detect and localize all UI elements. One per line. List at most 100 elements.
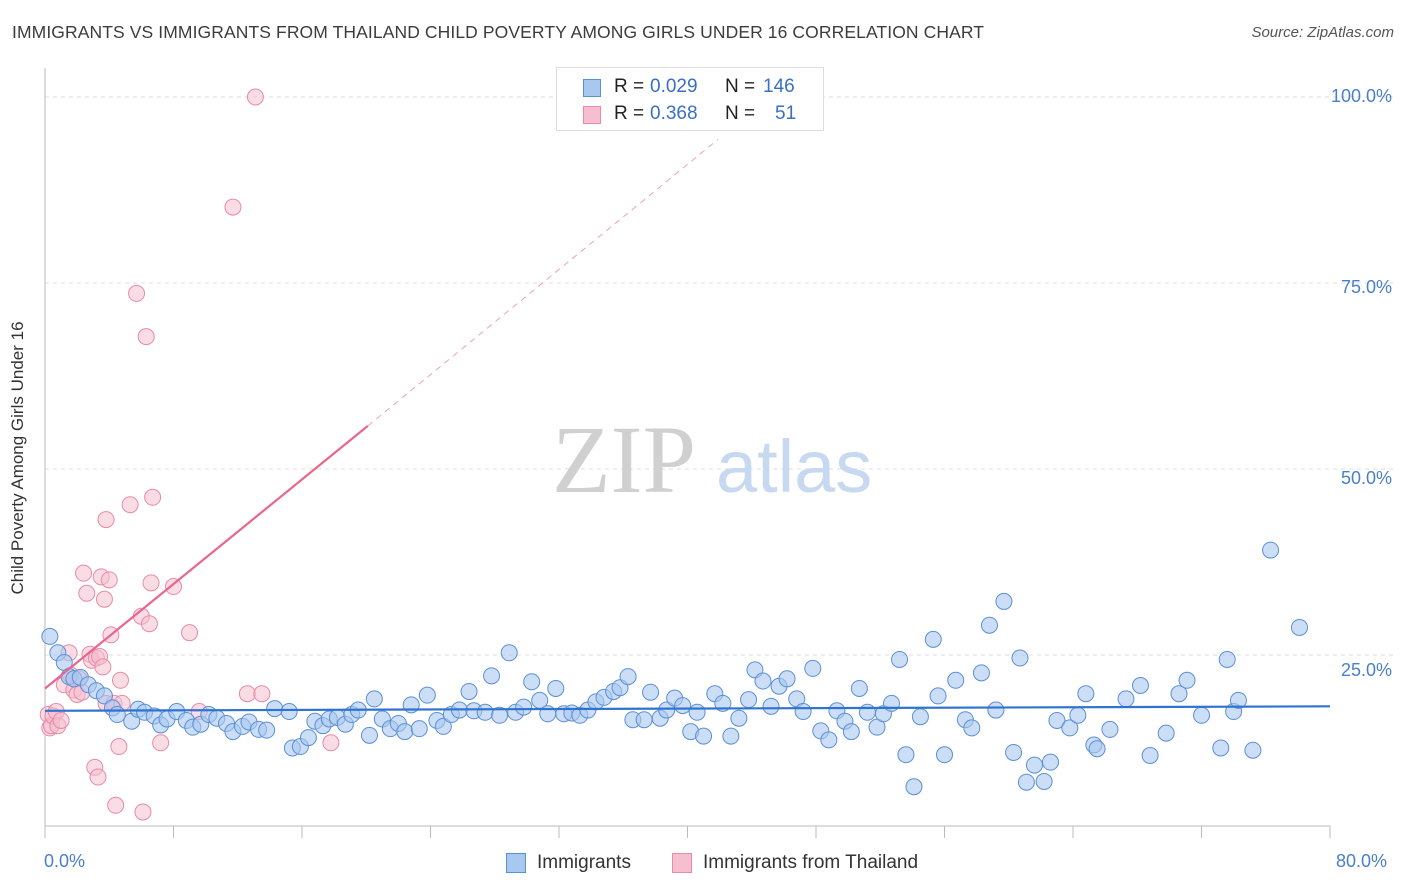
point-thailand <box>78 584 96 602</box>
point-immigrants <box>396 723 414 741</box>
trendline-thailand-extension <box>367 139 719 427</box>
legend-row-thailand: R = 0.368 N = 51 <box>557 101 823 127</box>
point-immigrants <box>418 686 436 704</box>
trendline-thailand <box>44 424 369 690</box>
point-immigrants <box>1229 691 1247 709</box>
point-immigrants <box>658 701 676 719</box>
legend-n-label: N = <box>725 103 756 124</box>
source-credit: Source: ZipAtlas.com <box>1251 24 1394 41</box>
point-immigrants <box>980 616 998 634</box>
x-tick-max: 80.0% <box>1336 851 1388 871</box>
point-immigrants <box>911 708 929 726</box>
point-thailand <box>134 803 152 821</box>
point-thailand <box>107 796 125 814</box>
point-thailand <box>137 328 155 346</box>
point-immigrants <box>1011 649 1029 667</box>
point-thailand <box>181 624 199 642</box>
point-immigrants <box>1035 772 1053 790</box>
point-immigrants <box>515 698 533 716</box>
point-immigrants <box>258 721 276 739</box>
point-immigrants <box>41 627 59 645</box>
point-immigrants <box>1048 711 1066 729</box>
points-immigrants <box>41 541 1308 796</box>
point-thailand <box>238 685 256 703</box>
point-immigrants <box>1178 671 1196 689</box>
chart-title: IMMIGRANTS VS IMMIGRANTS FROM THAILAND C… <box>12 22 985 42</box>
point-immigrants <box>1218 650 1236 668</box>
point-immigrants <box>547 679 565 697</box>
point-thailand <box>52 711 70 729</box>
legend-r-label: R = <box>614 76 645 97</box>
point-immigrants <box>619 668 637 686</box>
point-thailand <box>97 511 115 529</box>
point-immigrants <box>1088 740 1106 758</box>
point-immigrants <box>905 778 923 796</box>
legend-swatch-pink <box>672 853 692 873</box>
point-immigrants <box>858 703 876 721</box>
point-immigrants <box>740 691 758 709</box>
watermark-atlas: atlas <box>716 425 872 508</box>
point-immigrants <box>365 690 383 708</box>
legend-swatch-pink <box>583 106 601 124</box>
point-immigrants <box>762 697 780 715</box>
legend-r-value: 0.368 <box>650 103 698 124</box>
point-immigrants <box>695 727 713 745</box>
point-immigrants <box>1101 720 1119 738</box>
point-immigrants <box>500 644 518 662</box>
point-immigrants <box>476 703 494 721</box>
point-thailand <box>100 571 118 589</box>
y-tick-50: 50.0% <box>1340 468 1392 488</box>
point-immigrants <box>963 719 981 737</box>
point-immigrants <box>995 592 1013 610</box>
point-immigrants <box>1212 739 1230 757</box>
point-immigrants <box>266 700 284 718</box>
point-immigrants <box>1017 773 1035 791</box>
watermark-zip: ZIP <box>552 406 696 513</box>
point-thailand <box>111 671 129 689</box>
point-immigrants <box>897 746 915 764</box>
point-thailand <box>152 734 170 752</box>
legend-n-value: 146 <box>763 76 795 97</box>
point-thailand <box>128 284 146 302</box>
point-immigrants <box>95 687 113 705</box>
x-tick-min: 0.0% <box>44 851 86 871</box>
point-thailand <box>75 564 93 582</box>
grid-layer <box>45 96 1393 656</box>
point-immigrants <box>842 723 860 741</box>
point-thailand <box>144 488 162 506</box>
point-thailand <box>142 574 160 592</box>
trend-layer <box>44 139 1331 712</box>
point-immigrants <box>642 683 660 701</box>
y-tick-75: 75.0% <box>1340 277 1392 297</box>
y-axis-label: Child Poverty Among Girls Under 16 <box>8 321 27 595</box>
point-immigrants <box>1244 741 1262 759</box>
point-immigrants <box>1025 756 1043 774</box>
point-immigrants <box>947 671 965 689</box>
legend-swatch-blue <box>583 79 601 97</box>
point-immigrants <box>434 717 452 735</box>
point-immigrants <box>280 703 298 721</box>
point-immigrants <box>1131 677 1149 695</box>
point-immigrants <box>410 720 428 738</box>
point-immigrants <box>778 670 796 688</box>
point-immigrants <box>688 703 706 721</box>
point-immigrants <box>635 711 653 729</box>
point-thailand <box>322 734 340 752</box>
point-immigrants <box>1141 746 1159 764</box>
point-immigrants <box>299 729 317 747</box>
legend-label-immigrants: Immigrants <box>537 852 631 873</box>
point-thailand <box>246 88 264 106</box>
point-immigrants <box>1193 706 1210 724</box>
point-immigrants <box>730 709 748 727</box>
point-thailand <box>224 198 242 216</box>
point-immigrants <box>1061 719 1079 737</box>
legend-row-immigrants: R = 0.029 N = 146 <box>557 74 823 100</box>
point-immigrants <box>1077 685 1095 703</box>
point-immigrants <box>929 687 947 705</box>
point-immigrants <box>924 630 942 648</box>
point-thailand <box>121 496 139 514</box>
legend-n-value: 51 <box>775 103 797 124</box>
point-immigrants <box>804 659 822 677</box>
point-immigrants <box>820 731 838 749</box>
